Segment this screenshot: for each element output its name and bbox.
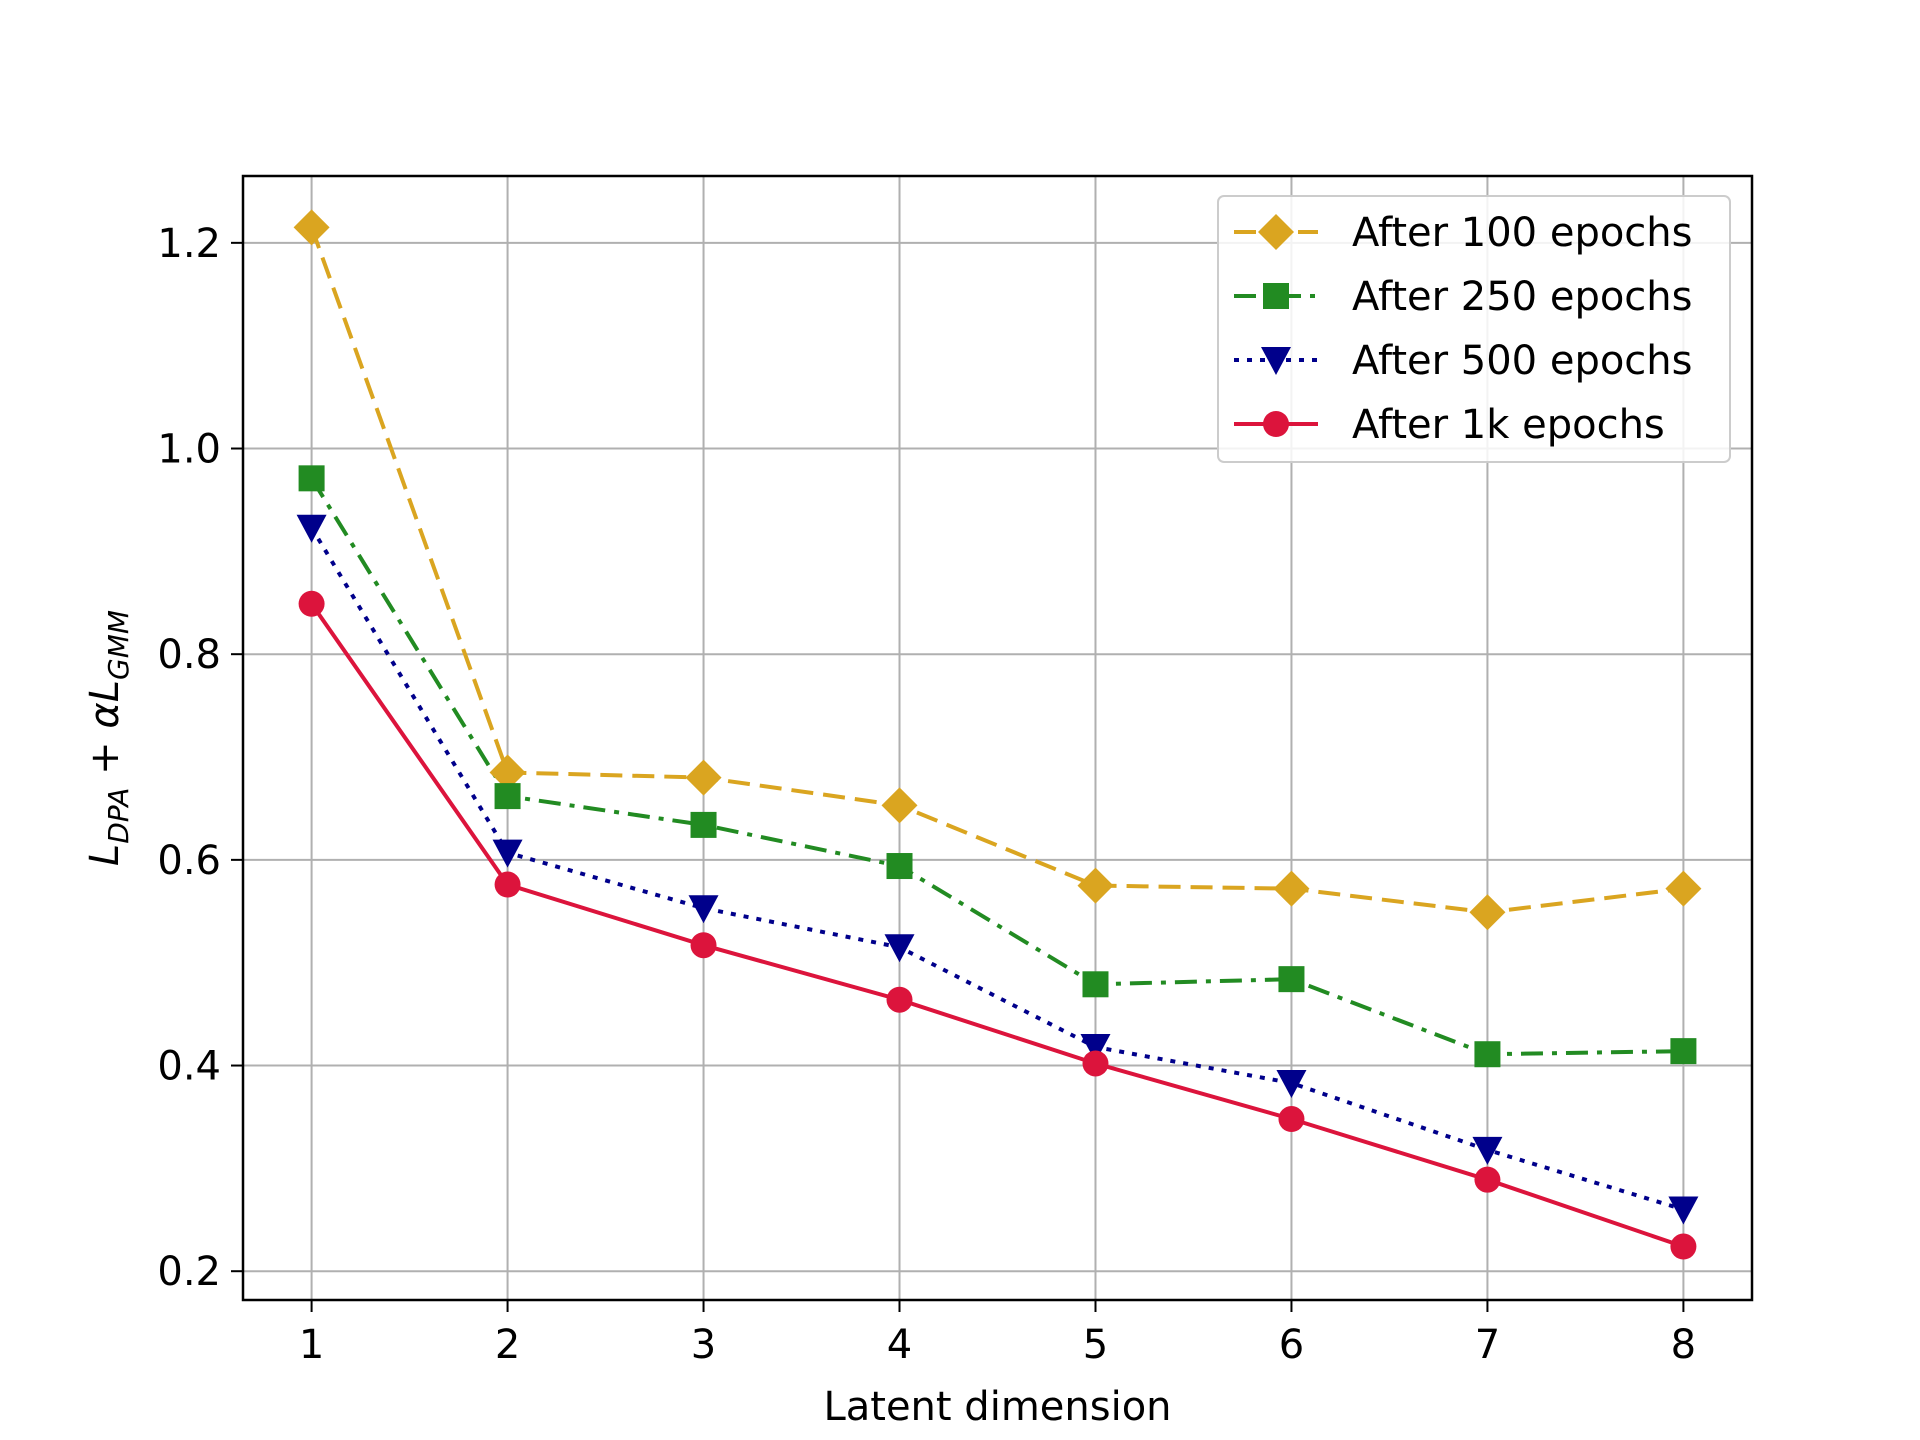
data-point-series-4 bbox=[1670, 1233, 1697, 1260]
data-point-series-3 bbox=[1472, 1136, 1503, 1165]
data-point-series-3 bbox=[688, 895, 719, 924]
x-tick-label: 3 bbox=[691, 1322, 716, 1368]
y-tick-label: 0.2 bbox=[157, 1249, 221, 1295]
data-point-series-2 bbox=[886, 853, 913, 880]
data-point-series-1 bbox=[293, 209, 330, 246]
data-point-series-4 bbox=[494, 871, 521, 898]
x-tick-label: 8 bbox=[1671, 1322, 1696, 1368]
y-tick-label: 0.8 bbox=[157, 632, 221, 678]
legend-label-3: After 500 epochs bbox=[1352, 338, 1693, 384]
y-axis-ticks: 0.2 0.4 0.6 0.8 1.0 1.2 bbox=[157, 221, 243, 1295]
x-tick-label: 7 bbox=[1475, 1322, 1500, 1368]
data-point-series-4 bbox=[1474, 1166, 1501, 1193]
series-lines bbox=[309, 226, 1685, 1249]
data-point-series-4 bbox=[886, 986, 913, 1013]
data-point-series-4 bbox=[1082, 1050, 1109, 1077]
data-point-series-2 bbox=[1670, 1038, 1697, 1065]
data-point-series-2 bbox=[1278, 966, 1305, 993]
x-tick-label: 4 bbox=[887, 1322, 912, 1368]
data-point-series-4 bbox=[1278, 1106, 1305, 1133]
plot-area-frame bbox=[241, 174, 1754, 1302]
legend-label-4: After 1k epochs bbox=[1352, 402, 1665, 448]
legend: After 100 epochs After 250 epochs After 50… bbox=[1217, 195, 1731, 463]
data-point-series-3 bbox=[1080, 1034, 1111, 1063]
x-axis-ticks: 1 2 3 4 5 6 7 8 bbox=[299, 1300, 1696, 1368]
data-point-series-3 bbox=[296, 514, 327, 543]
y-tick-label: 0.4 bbox=[157, 1044, 221, 1090]
data-point-series-3 bbox=[1668, 1196, 1699, 1225]
y-axis-title-operator: + α bbox=[82, 702, 128, 787]
x-tick-label: 6 bbox=[1279, 1322, 1304, 1368]
legend-marker-3 bbox=[1261, 347, 1291, 375]
y-tick-label: 1.0 bbox=[157, 427, 221, 473]
legend-label-2: After 250 epochs bbox=[1352, 274, 1693, 320]
y-axis-title: LDPA + αLGMM bbox=[82, 610, 135, 866]
data-point-series-3 bbox=[884, 934, 915, 963]
legend-box bbox=[1217, 195, 1731, 463]
x-tick-label: 2 bbox=[495, 1322, 520, 1368]
x-tick-label: 1 bbox=[299, 1322, 324, 1368]
data-point-series-2 bbox=[1082, 971, 1109, 998]
legend-marker-2 bbox=[1263, 283, 1289, 309]
y-axis-title-base2: L bbox=[82, 680, 128, 702]
data-point-series-1 bbox=[1665, 870, 1702, 907]
data-point-series-2 bbox=[690, 811, 717, 838]
data-point-series-1 bbox=[685, 759, 722, 796]
series-line-2 bbox=[309, 477, 1684, 1057]
y-axis-title-base: L bbox=[82, 844, 128, 866]
series-line-4 bbox=[309, 602, 1685, 1249]
y-tick-label: 1.2 bbox=[157, 221, 221, 267]
legend-marker-1 bbox=[1258, 214, 1294, 250]
data-point-series-1 bbox=[1077, 867, 1114, 904]
data-point-series-4 bbox=[298, 590, 325, 617]
legend-marker-4 bbox=[1263, 411, 1289, 437]
data-point-series-3 bbox=[492, 839, 523, 868]
data-point-series-2 bbox=[494, 783, 521, 810]
data-point-series-2 bbox=[298, 465, 325, 492]
x-axis-title: Latent dimension bbox=[823, 1384, 1171, 1430]
x-tick-label: 5 bbox=[1083, 1322, 1108, 1368]
data-point-series-2 bbox=[1474, 1041, 1501, 1068]
data-point-series-1 bbox=[1469, 894, 1506, 931]
y-tick-label: 0.6 bbox=[157, 838, 221, 884]
data-point-series-1 bbox=[1273, 870, 1310, 907]
data-point-series-4 bbox=[690, 932, 717, 959]
data-point-series-3 bbox=[1276, 1070, 1307, 1099]
legend-label-1: After 100 epochs bbox=[1352, 210, 1693, 256]
series-line-1 bbox=[309, 226, 1684, 915]
y-axis-title-sub1: DPA bbox=[102, 788, 135, 844]
series-markers bbox=[293, 209, 1702, 1260]
y-axis-title-sub2: GMM bbox=[102, 610, 135, 680]
data-point-series-1 bbox=[881, 787, 918, 824]
data-point-series-1 bbox=[489, 754, 526, 791]
